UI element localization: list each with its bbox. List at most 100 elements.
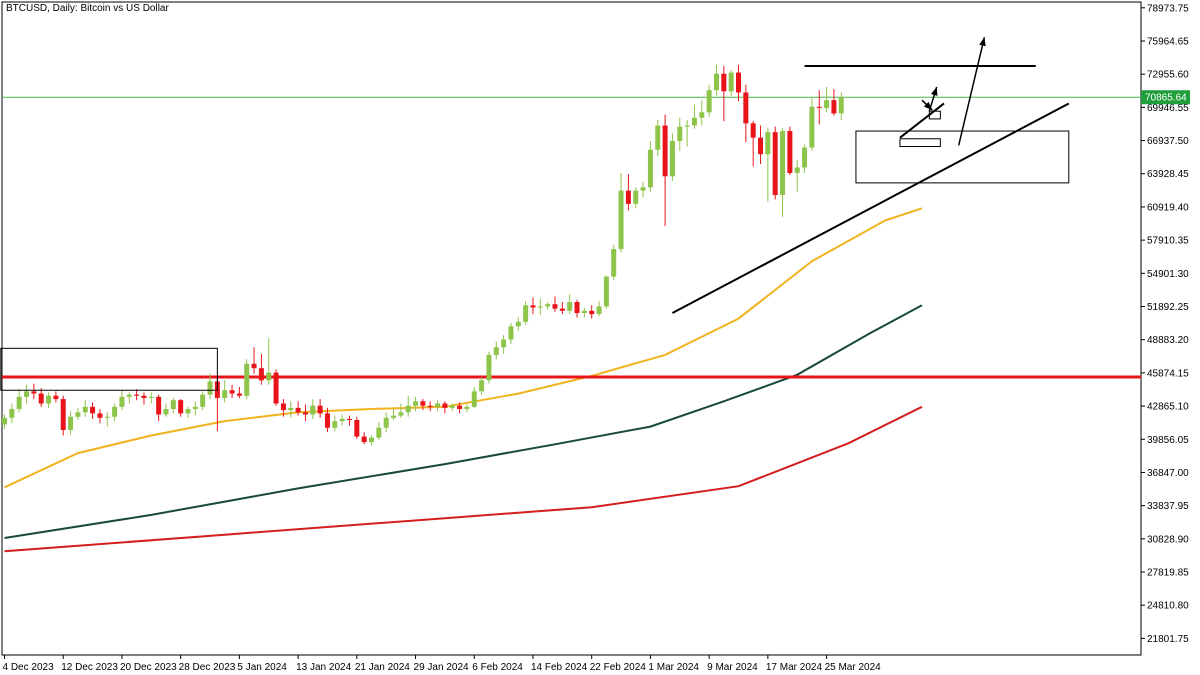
ascending-trendline[interactable]: [671, 102, 1070, 314]
y-tick-label: 60919.40: [1147, 202, 1189, 213]
y-tick-label: 36847.00: [1147, 468, 1189, 479]
candle-body: [236, 393, 242, 396]
candle-body: [662, 125, 668, 177]
candle-body: [24, 391, 30, 397]
candle-body: [46, 395, 52, 404]
candle-body: [691, 117, 697, 126]
current-price-label: 70865.64: [1145, 93, 1187, 104]
x-tick-label: 21 Jan 2024: [355, 662, 410, 673]
candle-body: [750, 123, 756, 138]
candle-body: [317, 405, 323, 414]
y-tick-label: 30828.90: [1147, 534, 1189, 545]
candle-body: [288, 407, 294, 411]
candle-body: [713, 73, 719, 91]
candle-body: [581, 310, 587, 314]
candle-body: [596, 306, 602, 315]
x-tick-label: 17 Mar 2024: [766, 662, 823, 673]
candle-body: [60, 399, 66, 430]
candle-body: [552, 304, 558, 309]
candle-body: [442, 403, 448, 408]
candle-body: [721, 73, 727, 92]
candle-body: [765, 132, 771, 155]
candle-body: [611, 249, 617, 277]
candle-body: [156, 396, 162, 415]
candle-body: [780, 131, 786, 196]
candle-body: [112, 406, 118, 417]
candle-body: [251, 363, 257, 369]
candle-body: [280, 403, 286, 411]
candle-body: [816, 106, 822, 108]
candle-body: [471, 391, 477, 407]
y-tick-label: 78973.75: [1147, 3, 1189, 14]
x-tick-label: 1 Mar 2024: [648, 662, 699, 673]
candle-body: [97, 413, 103, 418]
x-tick-label: 9 Mar 2024: [707, 662, 758, 673]
candle-body: [16, 396, 22, 409]
pullback-arrow-head[interactable]: [923, 101, 933, 111]
candle-body: [537, 306, 543, 308]
candle-body: [523, 305, 529, 322]
candle-body: [295, 407, 301, 413]
small-zone-box[interactable]: [899, 138, 941, 147]
projection-arrow-head[interactable]: [979, 37, 986, 47]
candle-body: [141, 395, 147, 398]
y-tick-label: 63928.45: [1147, 169, 1189, 180]
candle-body: [178, 400, 184, 414]
x-tick-label: 29 Jan 2024: [414, 662, 469, 673]
demand-zone-box[interactable]: [855, 130, 1070, 184]
candle-body: [200, 394, 206, 407]
x-tick-label: 5 Jan 2024: [237, 662, 287, 673]
y-tick-label: 39856.05: [1147, 435, 1189, 446]
candle-body: [324, 413, 330, 428]
ma-fast-line: [4, 207, 923, 489]
candle-body: [2, 417, 7, 425]
candle-body: [824, 100, 830, 108]
candle-body: [68, 416, 74, 430]
candle-body: [640, 187, 646, 191]
resistance-zone-box[interactable]: [0, 347, 218, 391]
candle-body: [508, 326, 514, 340]
candle-body: [743, 92, 749, 124]
candle-body: [31, 391, 37, 394]
candle-body: [787, 131, 793, 173]
candle-body: [545, 304, 551, 307]
candle-body: [229, 390, 235, 394]
candle-body: [838, 97, 844, 114]
candle-body: [185, 408, 191, 414]
projection-arrow[interactable]: [957, 37, 986, 146]
candle-body: [559, 308, 565, 311]
plot-frame: [1, 1, 1142, 656]
inner-trendline[interactable]: [899, 102, 945, 139]
candle-body: [266, 372, 272, 381]
y-tick-label: 54901.30: [1147, 269, 1189, 280]
current-price-badge: [1141, 90, 1190, 105]
short-term-arrow-head[interactable]: [931, 86, 938, 96]
candle-body: [567, 302, 573, 311]
y-tick-label: 21801.75: [1147, 634, 1189, 645]
candle-body: [413, 401, 419, 406]
candle-body: [486, 354, 492, 381]
candle-body: [163, 408, 169, 415]
candle-body: [310, 405, 316, 415]
y-tick-label: 27819.85: [1147, 568, 1189, 579]
candle-body: [244, 363, 250, 396]
candle-body: [655, 125, 661, 150]
candle-body: [603, 276, 609, 307]
candle-body: [647, 149, 653, 188]
candle-body: [148, 396, 154, 398]
y-tick-label: 48883.20: [1147, 335, 1189, 346]
candle-body: [369, 437, 374, 443]
candle-body: [736, 72, 741, 93]
candle-body: [258, 368, 264, 381]
y-tick-label: 69946.55: [1147, 103, 1189, 114]
candle-body: [75, 412, 81, 417]
candle-body: [354, 420, 360, 437]
x-tick-label: 25 Mar 2024: [825, 662, 882, 673]
candle-body: [273, 372, 279, 404]
candle-body: [684, 125, 690, 127]
candle-body: [38, 393, 44, 404]
candle-body: [302, 412, 308, 415]
ma-mid-line: [4, 304, 923, 539]
x-tick-label: 6 Feb 2024: [472, 662, 523, 673]
